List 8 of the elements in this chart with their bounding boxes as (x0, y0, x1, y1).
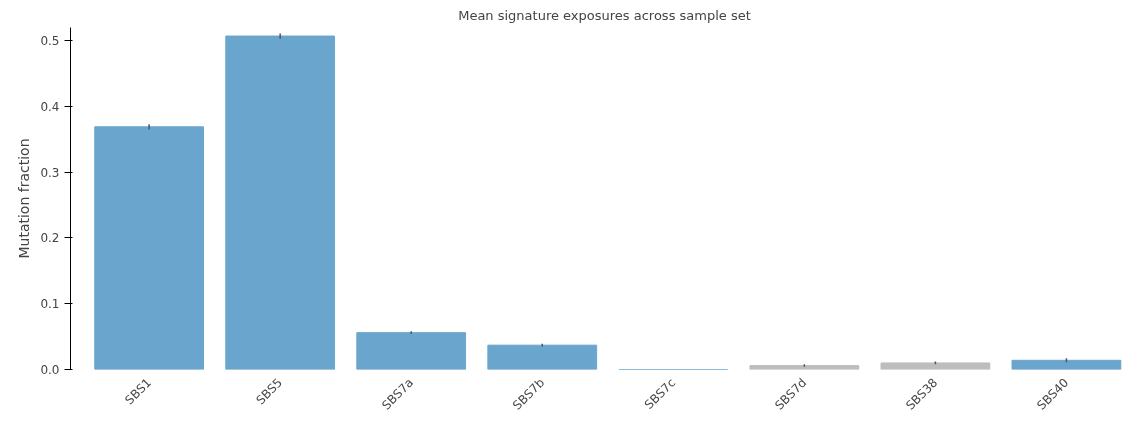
y-axis-title: Mutation fraction (16, 138, 33, 259)
y-tick-label: 0.1 (40, 297, 60, 312)
y-tick-label: 0.3 (40, 165, 60, 180)
y-tick-label: 0.0 (40, 363, 60, 377)
y-tick-label: 0.2 (40, 231, 60, 246)
y-tick-label: 0.5 (40, 34, 60, 49)
chart-title: Mean signature exposures across sample set (458, 7, 751, 23)
y-tick-label: 0.4 (40, 99, 60, 114)
